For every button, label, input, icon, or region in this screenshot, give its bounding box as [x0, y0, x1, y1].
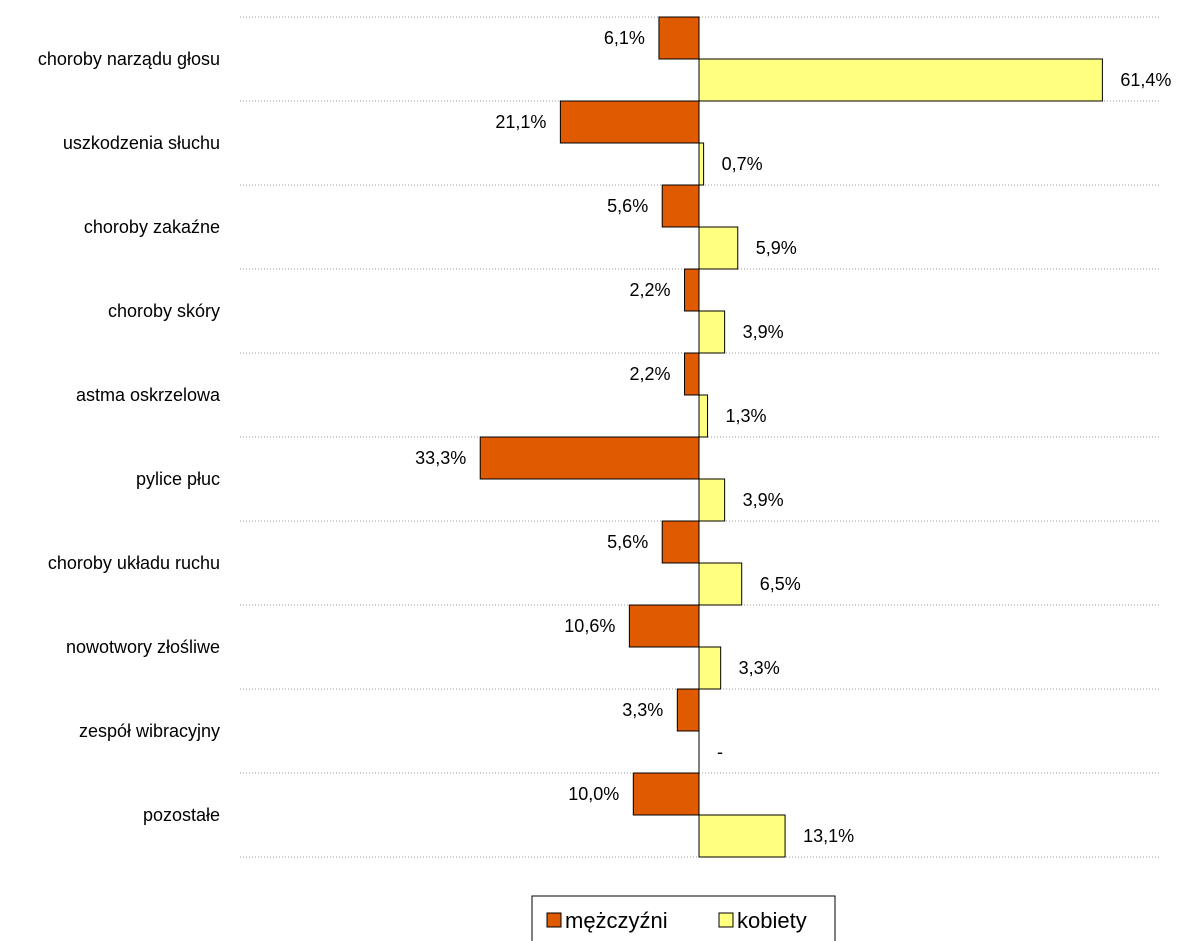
value-label-men: 10,0% — [568, 784, 619, 804]
value-label-women: 61,4% — [1120, 70, 1171, 90]
category-label: uszkodzenia słuchu — [63, 133, 220, 153]
legend-swatch-men — [546, 912, 562, 928]
legend-label-men: mężczyźni — [565, 908, 668, 933]
category-label: pylice płuc — [136, 469, 220, 489]
category-label: nowotwory złośliwe — [66, 637, 220, 657]
legend: mężczyźni kobiety — [531, 895, 836, 941]
value-label-women: 13,1% — [803, 826, 854, 846]
bar-women — [698, 562, 743, 606]
bar-women — [698, 646, 722, 690]
value-label-women: 6,5% — [760, 574, 801, 594]
category-label: choroby układu ruchu — [48, 553, 220, 573]
bar-men — [479, 436, 700, 480]
bar-men — [684, 352, 700, 396]
category-label: zespół wibracyjny — [79, 721, 220, 741]
value-label-men: 6,1% — [604, 28, 645, 48]
value-label-men: 3,3% — [622, 700, 663, 720]
value-label-men: 5,6% — [607, 532, 648, 552]
value-label-men: 21,1% — [495, 112, 546, 132]
bar-men — [658, 16, 700, 60]
legend-swatch-women — [718, 912, 734, 928]
value-label-men: 10,6% — [564, 616, 615, 636]
bar-men — [676, 688, 700, 732]
category-label: astma oskrzelowa — [76, 385, 221, 405]
bar-women — [698, 226, 739, 270]
value-label-women: 1,3% — [726, 406, 767, 426]
bar-men — [632, 772, 700, 816]
category-label: choroby narządu głosu — [38, 49, 220, 69]
value-label-women: 0,7% — [722, 154, 763, 174]
bar-women — [698, 142, 705, 186]
bar-men — [628, 604, 700, 648]
bar-men — [559, 100, 700, 144]
value-label-men: 2,2% — [630, 364, 671, 384]
bar-men — [661, 520, 700, 564]
value-label-women: 3,9% — [743, 490, 784, 510]
value-label-women: 5,9% — [756, 238, 797, 258]
value-label-women: 3,3% — [739, 658, 780, 678]
value-label-women: 3,9% — [743, 322, 784, 342]
bar-men — [661, 184, 700, 228]
category-label: choroby zakaźne — [84, 217, 220, 237]
bars — [479, 16, 1103, 858]
category-labels: choroby narządu głosu uszkodzenia słuchu c… — [38, 49, 221, 825]
value-labels: 6,1% 61,4% 21,1% 0,7% 5,6% 5,9% 2,2% 3,9% 2,2% 1,… — [415, 28, 1171, 846]
value-label-men: 33,3% — [415, 448, 466, 468]
bar-women — [698, 478, 726, 522]
legend-label-women: kobiety — [737, 908, 807, 933]
value-label-men: 2,2% — [630, 280, 671, 300]
legend-box — [531, 895, 836, 941]
bar-men — [684, 268, 700, 312]
bar-women — [698, 310, 726, 354]
category-label: pozostałe — [143, 805, 220, 825]
value-label-men: 5,6% — [607, 196, 648, 216]
bar-women — [698, 394, 709, 438]
bar-women — [698, 58, 1103, 102]
bar-women — [698, 814, 786, 858]
value-label-women: - — [717, 742, 723, 762]
category-label: choroby skóry — [108, 301, 220, 321]
